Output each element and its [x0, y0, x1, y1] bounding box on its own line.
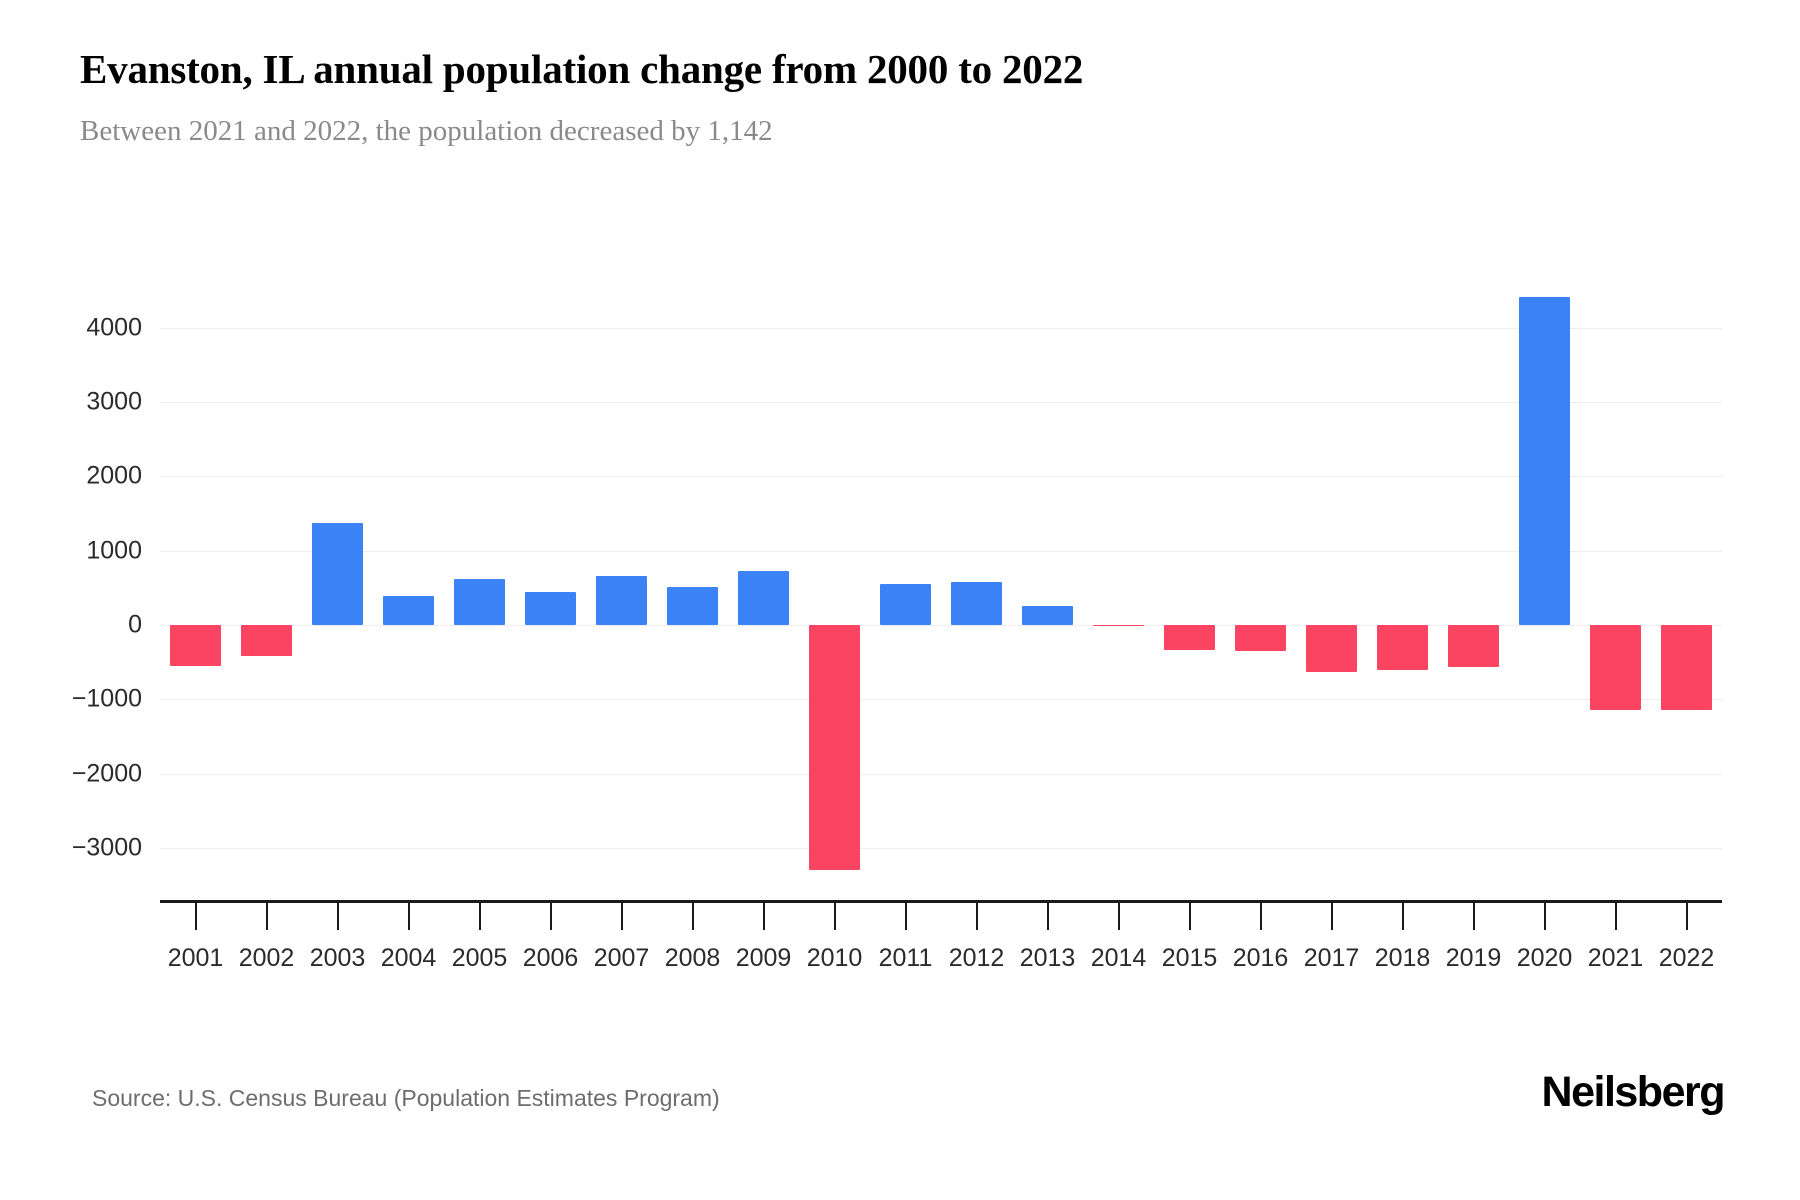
x-axis-tick — [1188, 900, 1191, 930]
bar-2020[interactable] — [1518, 296, 1571, 625]
x-axis-tick — [1330, 900, 1333, 930]
x-axis-tick — [265, 900, 268, 930]
gridline — [160, 476, 1722, 478]
x-axis-tick-label-2008: 2008 — [664, 944, 721, 972]
chart-header: Evanston, IL annual population change fr… — [80, 44, 1720, 150]
bar-2003[interactable] — [311, 523, 364, 625]
x-axis-tick — [549, 900, 552, 930]
y-axis-tick-label: 1000 — [86, 536, 142, 565]
y-axis-tick-label: 3000 — [86, 387, 142, 416]
x-axis-tick — [762, 900, 765, 930]
y-axis-tick-label: −2000 — [71, 759, 142, 788]
bar-2015[interactable] — [1163, 625, 1216, 651]
bar-2001[interactable] — [169, 625, 222, 666]
x-axis-tick-label-2009: 2009 — [735, 944, 792, 972]
y-axis-tick-label: 2000 — [86, 461, 142, 490]
bar-2009[interactable] — [737, 571, 790, 625]
x-axis-tick-label-2020: 2020 — [1516, 944, 1573, 972]
x-axis-tick — [904, 900, 907, 930]
bar-2004[interactable] — [382, 595, 435, 625]
x-axis-tick — [336, 900, 339, 930]
x-axis-tick-label-2011: 2011 — [878, 944, 933, 972]
x-axis-tick — [1401, 900, 1404, 930]
gridline — [160, 402, 1722, 404]
x-axis-tick-label-2012: 2012 — [948, 944, 1005, 972]
x-axis-tick — [691, 900, 694, 930]
x-axis-line — [160, 900, 1722, 903]
x-axis-tick-label-2006: 2006 — [522, 944, 579, 972]
x-axis-tick-label-2007: 2007 — [593, 944, 650, 972]
source-note: Source: U.S. Census Bureau (Population E… — [92, 1085, 720, 1111]
x-axis-tick — [194, 900, 197, 930]
x-axis-tick-label-2005: 2005 — [451, 944, 508, 972]
x-axis-tick — [478, 900, 481, 930]
bar-2013[interactable] — [1021, 606, 1074, 625]
x-axis-tick-label-2002: 2002 — [238, 944, 295, 972]
x-axis-tick-label-2004: 2004 — [380, 944, 437, 972]
y-axis-tick-label: −1000 — [71, 684, 142, 713]
bar-2006[interactable] — [524, 591, 577, 625]
x-axis-tick — [1614, 900, 1617, 930]
x-axis-tick — [1543, 900, 1546, 930]
gridline — [160, 699, 1722, 701]
bar-2018[interactable] — [1376, 625, 1429, 670]
x-axis-tick-label-2017: 2017 — [1303, 944, 1360, 972]
x-axis-tick — [1685, 900, 1688, 930]
gridline — [160, 550, 1722, 552]
bar-2008[interactable] — [666, 587, 719, 625]
chart-subtitle: Between 2021 and 2022, the population de… — [80, 115, 773, 147]
x-axis-tick-label-2018: 2018 — [1374, 944, 1431, 972]
bar-2016[interactable] — [1234, 625, 1287, 651]
x-axis-tick-label-2021: 2021 — [1587, 944, 1644, 972]
x-axis-tick-label-2013: 2013 — [1019, 944, 1076, 972]
bar-2010[interactable] — [808, 625, 861, 870]
x-axis-tick-label-2019: 2019 — [1445, 944, 1502, 972]
x-axis-tick — [833, 900, 836, 930]
x-axis-tick-label-2022: 2022 — [1658, 944, 1715, 972]
x-axis-tick — [1472, 900, 1475, 930]
x-axis-tick — [1259, 900, 1262, 930]
bar-2019[interactable] — [1447, 625, 1500, 667]
x-axis-tick-label-2010: 2010 — [806, 944, 863, 972]
y-axis-tick-label: −3000 — [71, 833, 142, 862]
x-axis-tick — [620, 900, 623, 930]
y-axis-tick-label: 4000 — [86, 313, 142, 342]
x-axis-tick — [975, 900, 978, 930]
bar-2002[interactable] — [240, 625, 293, 656]
bar-2005[interactable] — [453, 578, 506, 625]
bar-2014[interactable] — [1092, 625, 1145, 627]
bar-2012[interactable] — [950, 581, 1003, 625]
gridline — [160, 847, 1722, 849]
x-axis-tick-label-2001: 2001 — [167, 944, 224, 972]
y-axis-tick-label: 0 — [128, 610, 142, 639]
bar-2007[interactable] — [595, 575, 648, 625]
x-axis-tick — [1117, 900, 1120, 930]
x-axis-tick — [407, 900, 410, 930]
x-axis-tick-label-2003: 2003 — [309, 944, 366, 972]
x-axis-tick-label-2015: 2015 — [1161, 944, 1218, 972]
gridline — [160, 625, 1722, 626]
page-title: Evanston, IL annual population change fr… — [80, 46, 1084, 92]
bar-2017[interactable] — [1305, 625, 1358, 672]
gridline — [160, 773, 1722, 775]
x-axis-tick-label-2016: 2016 — [1232, 944, 1289, 972]
bar-2022[interactable] — [1660, 625, 1713, 710]
bar-2011[interactable] — [879, 584, 932, 625]
x-axis-tick — [1046, 900, 1049, 930]
gridline — [160, 327, 1722, 329]
bar-2021[interactable] — [1589, 625, 1642, 710]
brand-logo: Neilsberg — [1541, 1068, 1726, 1116]
x-axis-tick-label-2014: 2014 — [1090, 944, 1147, 972]
